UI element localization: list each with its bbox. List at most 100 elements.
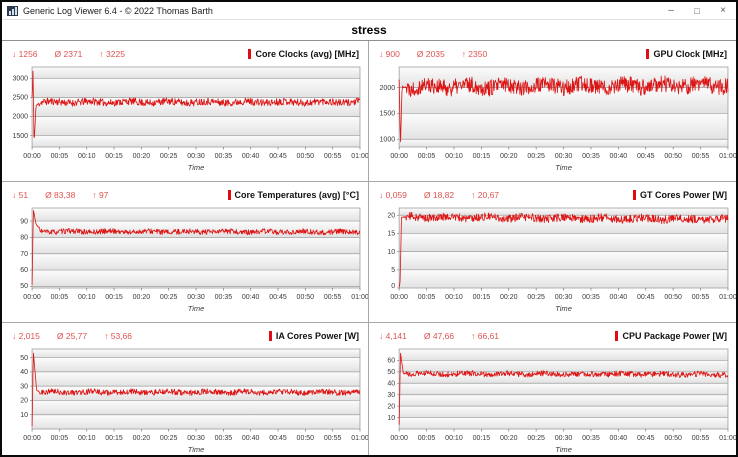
svg-text:00:15: 00:15 <box>105 294 123 301</box>
svg-text:00:15: 00:15 <box>473 435 491 442</box>
svg-text:01:00: 01:00 <box>351 294 368 301</box>
svg-text:90: 90 <box>20 218 28 225</box>
chart-title-label: GT Cores Power [W] <box>639 190 727 200</box>
chart-panel-ia-cores-power: ↓ 2,015 Ø 25,77 ↑ 53,66 IA Cores Power [W] 1… <box>2 323 369 457</box>
svg-text:00:50: 00:50 <box>664 294 682 301</box>
stat-min: ↓ 0,059 <box>379 190 407 200</box>
svg-text:60: 60 <box>20 267 28 274</box>
svg-text:00:20: 00:20 <box>500 435 518 442</box>
svg-text:00:05: 00:05 <box>418 294 436 301</box>
legend-color-bar <box>632 190 636 200</box>
svg-text:3000: 3000 <box>12 76 28 83</box>
svg-text:00:45: 00:45 <box>637 153 655 160</box>
svg-text:00:55: 00:55 <box>692 435 710 442</box>
chart-plot-ia-cores-power[interactable]: 10 20 30 40 50 00:00 00:05 00:10 00:15 00:20 00:25… <box>2 346 368 457</box>
chart-stats: ↓ 0,059 Ø 18,82 ↑ 20,67 <box>379 190 499 200</box>
svg-text:00:45: 00:45 <box>269 435 287 442</box>
window-title: Generic Log Viewer 6.4 - © 2022 Thomas B… <box>23 5 213 16</box>
svg-text:10: 10 <box>20 412 28 419</box>
chart-panel-gpu-clock: ↓ 900 Ø 2035 ↑ 2350 GPU Clock [MHz] 1000 1500… <box>369 41 736 182</box>
stat-min: ↓ 51 <box>12 190 29 200</box>
svg-text:01:00: 01:00 <box>351 153 368 160</box>
svg-text:00:40: 00:40 <box>610 294 628 301</box>
svg-text:00:35: 00:35 <box>215 435 233 442</box>
chart-title: CPU Package Power [W] <box>615 331 727 341</box>
chart-stats: ↓ 4,141 Ø 47,66 ↑ 66,61 <box>379 331 499 341</box>
page-header: stress <box>2 20 736 41</box>
svg-text:40: 40 <box>20 369 28 376</box>
chart-title-label: CPU Package Power [W] <box>622 331 727 341</box>
svg-text:Time: Time <box>555 163 572 172</box>
svg-text:00:00: 00:00 <box>23 294 41 301</box>
svg-text:15: 15 <box>387 231 395 238</box>
svg-text:00:35: 00:35 <box>215 294 233 301</box>
legend-color-bar <box>615 331 619 341</box>
maximize-button[interactable]: □ <box>694 5 700 16</box>
svg-text:00:00: 00:00 <box>23 435 41 442</box>
chart-header: ↓ 51 Ø 83,38 ↑ 97 Core Temperatures (avg) [… <box>2 182 368 203</box>
close-button[interactable]: × <box>720 4 726 16</box>
chart-plot-core-temperatures[interactable]: 50 60 70 80 90 00:00 00:05 00:10 00:15 00:20 00:25… <box>2 205 368 322</box>
svg-text:20: 20 <box>387 403 395 410</box>
svg-text:00:20: 00:20 <box>500 153 518 160</box>
chart-header: ↓ 900 Ø 2035 ↑ 2350 GPU Clock [MHz] <box>369 41 736 62</box>
svg-text:00:10: 00:10 <box>78 435 96 442</box>
stat-max: ↑ 53,66 <box>104 331 133 341</box>
chart-plot-cpu-package-power[interactable]: 10 20 30 40 50 60 00:00 00:05 00:10 00:15 00:20 00:… <box>369 346 736 457</box>
svg-text:01:00: 01:00 <box>719 153 736 160</box>
svg-text:00:05: 00:05 <box>51 153 69 160</box>
svg-text:00:20: 00:20 <box>500 294 518 301</box>
stat-min: ↓ 1256 <box>12 49 38 59</box>
stat-max: ↑ 2350 <box>461 49 488 59</box>
chart-header: ↓ 4,141 Ø 47,66 ↑ 66,61 CPU Package Power [… <box>369 323 736 344</box>
svg-text:00:15: 00:15 <box>473 294 491 301</box>
svg-text:30: 30 <box>20 383 28 390</box>
svg-text:00:10: 00:10 <box>78 294 96 301</box>
svg-text:01:00: 01:00 <box>719 294 736 301</box>
svg-text:00:55: 00:55 <box>324 435 342 442</box>
svg-text:0: 0 <box>391 283 395 290</box>
svg-text:30: 30 <box>387 392 395 399</box>
chart-stats: ↓ 51 Ø 83,38 ↑ 97 <box>12 190 108 200</box>
svg-text:Time: Time <box>188 445 205 454</box>
svg-text:5: 5 <box>391 267 395 274</box>
svg-text:00:30: 00:30 <box>555 294 573 301</box>
svg-text:00:05: 00:05 <box>418 153 436 160</box>
svg-text:01:00: 01:00 <box>719 435 736 442</box>
chart-plot-core-clocks[interactable]: 1500 2000 2500 3000 00:00 00:05 00:10 00:15 00:2… <box>2 64 368 181</box>
svg-text:00:25: 00:25 <box>160 153 178 160</box>
svg-text:80: 80 <box>20 235 28 242</box>
chart-title: Core Clocks (avg) [MHz] <box>248 49 359 59</box>
svg-text:00:45: 00:45 <box>637 294 655 301</box>
titlebar[interactable]: Generic Log Viewer 6.4 - © 2022 Thomas B… <box>2 2 736 20</box>
stat-avg: Ø 83,38 <box>45 190 76 200</box>
svg-text:50: 50 <box>20 355 28 362</box>
svg-text:00:10: 00:10 <box>445 435 463 442</box>
svg-text:Time: Time <box>188 304 205 313</box>
svg-text:00:55: 00:55 <box>324 153 342 160</box>
chart-plot-gpu-clock[interactable]: 1000 1500 2000 00:00 00:05 00:10 00:15 00:20 00:… <box>369 64 736 181</box>
svg-text:Time: Time <box>188 163 205 172</box>
svg-text:00:05: 00:05 <box>51 435 69 442</box>
svg-text:00:55: 00:55 <box>324 294 342 301</box>
svg-text:00:35: 00:35 <box>582 435 600 442</box>
chart-plot-gt-cores-power[interactable]: 0 5 10 15 20 00:00 00:05 00:10 00:15 00:20 00:25 00… <box>369 205 736 322</box>
svg-text:00:05: 00:05 <box>418 435 436 442</box>
svg-text:00:30: 00:30 <box>187 153 205 160</box>
svg-text:00:25: 00:25 <box>527 294 545 301</box>
svg-text:2000: 2000 <box>380 85 396 92</box>
svg-text:20: 20 <box>20 398 28 405</box>
stat-avg: Ø 2371 <box>54 49 83 59</box>
chart-panel-core-clocks: ↓ 1256 Ø 2371 ↑ 3225 Core Clocks (avg) [MHz… <box>2 41 369 182</box>
svg-text:00:45: 00:45 <box>637 435 655 442</box>
window-controls: – □ × <box>658 3 736 19</box>
chart-title: Core Temperatures (avg) [°C] <box>227 190 359 200</box>
svg-text:00:10: 00:10 <box>78 153 96 160</box>
svg-text:00:35: 00:35 <box>582 294 600 301</box>
stat-max: ↑ 3225 <box>99 49 125 59</box>
svg-text:00:30: 00:30 <box>187 294 205 301</box>
stat-max: ↑ 20,67 <box>471 190 500 200</box>
minimize-button[interactable]: – <box>668 4 674 16</box>
svg-text:00:10: 00:10 <box>445 153 463 160</box>
